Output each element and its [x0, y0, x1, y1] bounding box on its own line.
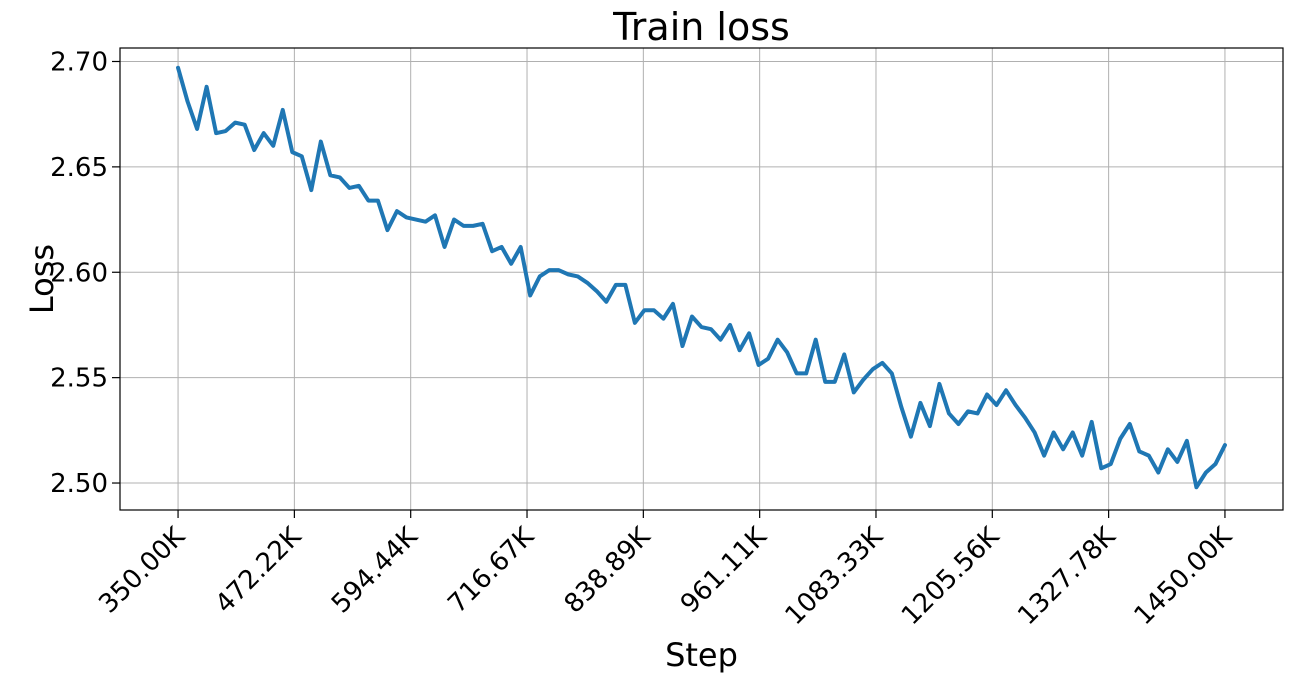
x-axis-label: Step: [665, 636, 738, 674]
series-layer: [176, 65, 1227, 490]
plot-frame: [119, 47, 1284, 511]
y-axis-label: Loss: [23, 244, 61, 314]
y-tick-label: 2.70: [50, 47, 108, 77]
y-tick-label: 2.65: [50, 153, 108, 183]
y-tick-label: 2.55: [50, 364, 108, 394]
chart-title: Train loss: [612, 5, 790, 49]
y-tick-label: 2.60: [50, 258, 108, 288]
series-line: [176, 65, 1227, 490]
y-tick-label: 2.50: [50, 469, 108, 499]
